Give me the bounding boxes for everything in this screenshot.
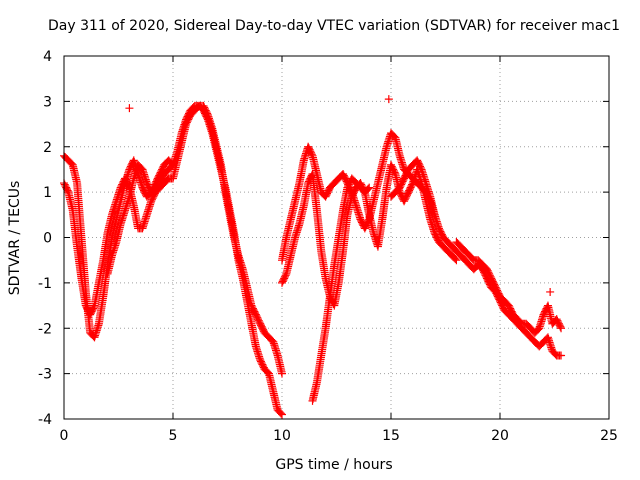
- series-track-e: [278, 160, 461, 310]
- data-point: [278, 369, 286, 378]
- data-point: [364, 184, 373, 193]
- y-tick-label: -3: [38, 367, 52, 383]
- y-tick-label: -1: [38, 276, 52, 292]
- data-point: [390, 168, 399, 177]
- x-axis-label: GPS time / hours: [275, 457, 392, 473]
- series-track-c: [103, 160, 177, 278]
- data-point: [125, 104, 134, 113]
- data-point: [557, 351, 566, 360]
- data-point: [384, 95, 393, 104]
- data-point: [63, 186, 72, 195]
- data-point: [365, 183, 374, 192]
- data-points: [60, 95, 566, 419]
- y-tick-label: 2: [43, 140, 52, 156]
- y-tick-label: 0: [43, 231, 52, 247]
- series-track-b: [60, 101, 286, 378]
- data-point: [169, 160, 177, 169]
- x-tick-label: 20: [491, 428, 509, 444]
- data-point: [557, 324, 566, 333]
- data-point: [452, 256, 461, 265]
- y-tick-label: -4: [38, 412, 52, 428]
- series-track-g: [387, 156, 439, 219]
- data-point: [89, 303, 98, 312]
- y-tick-label: -2: [38, 321, 52, 337]
- data-point: [278, 410, 286, 419]
- x-tick-label: 25: [600, 428, 618, 444]
- data-point: [167, 162, 176, 171]
- x-tick-label: 15: [382, 428, 400, 444]
- data-point: [556, 322, 565, 331]
- data-point: [546, 287, 555, 296]
- series-outliers: [125, 95, 555, 296]
- data-point: [281, 271, 290, 280]
- plot-frame: [63, 55, 610, 420]
- data-point: [451, 255, 460, 264]
- data-point: [307, 150, 316, 159]
- series-track-i: [452, 238, 566, 337]
- axis-ticks: 0 5 10 15 20 25 -4 -3 -2 -1 0 1 2 3 4: [38, 49, 618, 444]
- y-axis-label: SDTVAR / TECUs: [7, 181, 23, 296]
- y-tick-label: 1: [43, 185, 52, 201]
- x-tick-label: 10: [273, 428, 291, 444]
- data-point: [430, 210, 439, 219]
- x-tick-label: 5: [169, 428, 178, 444]
- y-tick-label: 3: [43, 94, 52, 110]
- data-point: [276, 409, 285, 418]
- series-track-f: [308, 174, 374, 405]
- y-tick-label: 4: [43, 49, 52, 65]
- x-tick-label: 0: [60, 428, 69, 444]
- chart-title: Day 311 of 2020, Sidereal Day-to-day VTE…: [48, 18, 620, 34]
